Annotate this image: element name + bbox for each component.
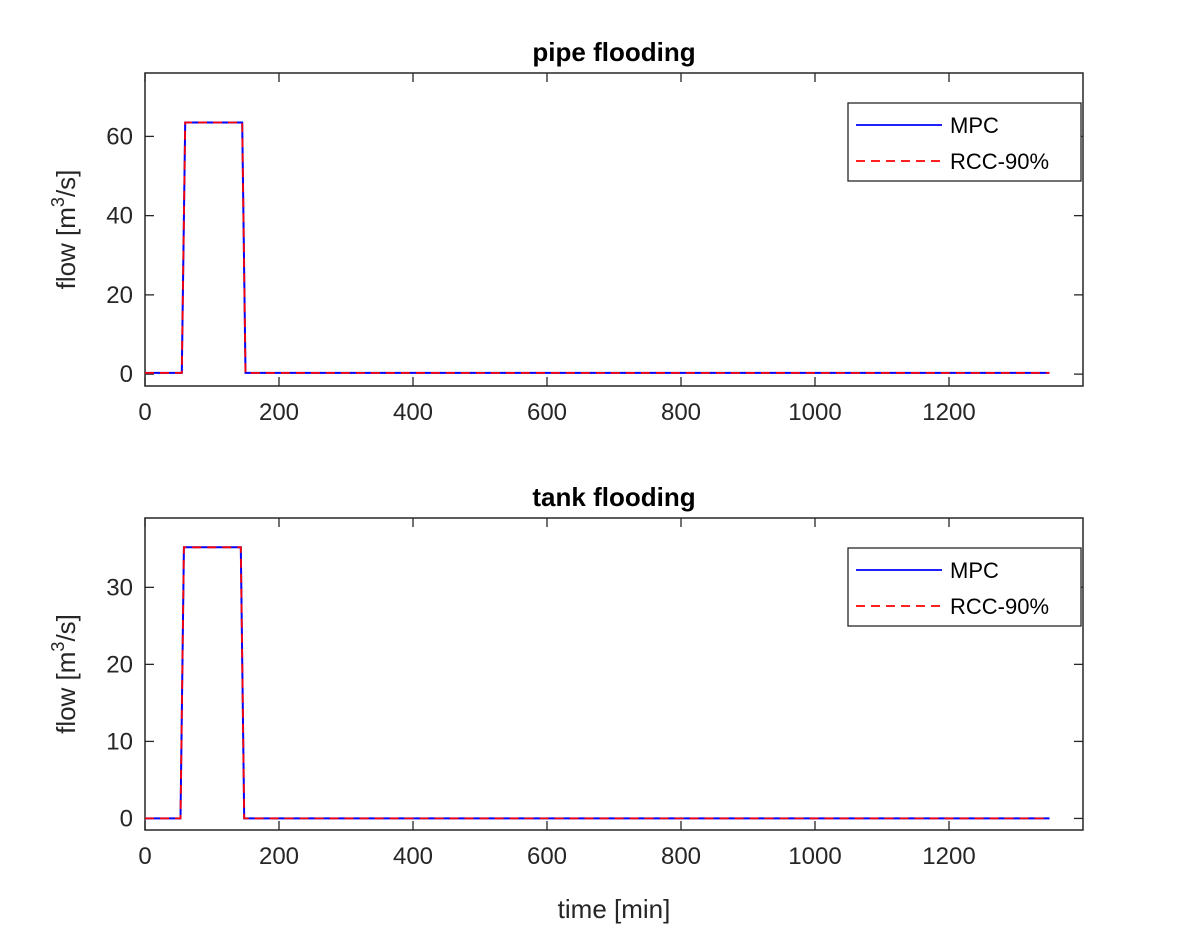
legend-label-1: MPC [950,558,999,583]
y-axis-label-prefix: flow [m [51,652,81,734]
y-axis-label: flow [m3/s] [48,614,81,734]
x-tick-label: 200 [259,399,299,426]
legend: MPC RCC-90% [847,547,1082,627]
y-tick-label: 30 [106,574,133,601]
y-tick-label: 40 [106,203,133,230]
legend-box [847,102,1082,182]
legend-label-2: RCC-90% [950,149,1049,174]
legend-label-2: RCC-90% [950,594,1049,619]
x-tick-label: 400 [393,843,433,870]
series-line-2 [145,121,1050,374]
y-axis-label-suffix: /s] [51,614,81,641]
legend: MPC RCC-90% [847,102,1082,182]
chart-title: pipe flooding [532,37,695,67]
x-tick-label: 600 [527,843,567,870]
x-tick-label: 800 [661,399,701,426]
subplot-2: tank flooding 0 200 400 600 800 1000 1200 0 10 20 3… [48,482,1084,924]
subplot-1: pipe flooding 0 200 400 600 800 1000 1200 0 20 40 6… [48,37,1084,426]
y-axis-label-suffix: /s] [51,170,81,197]
y-tick-label: 10 [106,728,133,755]
y-tick-label: 20 [106,651,133,678]
x-axis-label: time [min] [558,894,671,924]
y-axis-label-prefix: flow [m [51,207,81,289]
x-tick-label: 1200 [922,843,975,870]
y-axis-label: flow [m3/s] [48,170,81,290]
series-line-2 [145,546,1050,820]
y-tick-label: 60 [106,123,133,150]
x-tick-label: 200 [259,843,299,870]
x-tick-label: 400 [393,399,433,426]
x-tick-label: 600 [527,399,567,426]
x-tick-label: 0 [138,843,151,870]
chart-title: tank flooding [532,482,695,512]
x-tick-label: 1000 [788,399,841,426]
y-tick-label: 0 [120,361,133,388]
y-tick-label: 0 [120,805,133,832]
y-axis-label-superscript: 3 [48,642,68,652]
y-tick-label: 20 [106,282,133,309]
x-tick-label: 0 [138,399,151,426]
y-axis-label-superscript: 3 [48,197,68,207]
legend-label-1: MPC [950,113,999,138]
x-tick-label: 1200 [922,399,975,426]
x-tick-label: 1000 [788,843,841,870]
legend-box [847,547,1082,627]
x-tick-label: 800 [661,843,701,870]
